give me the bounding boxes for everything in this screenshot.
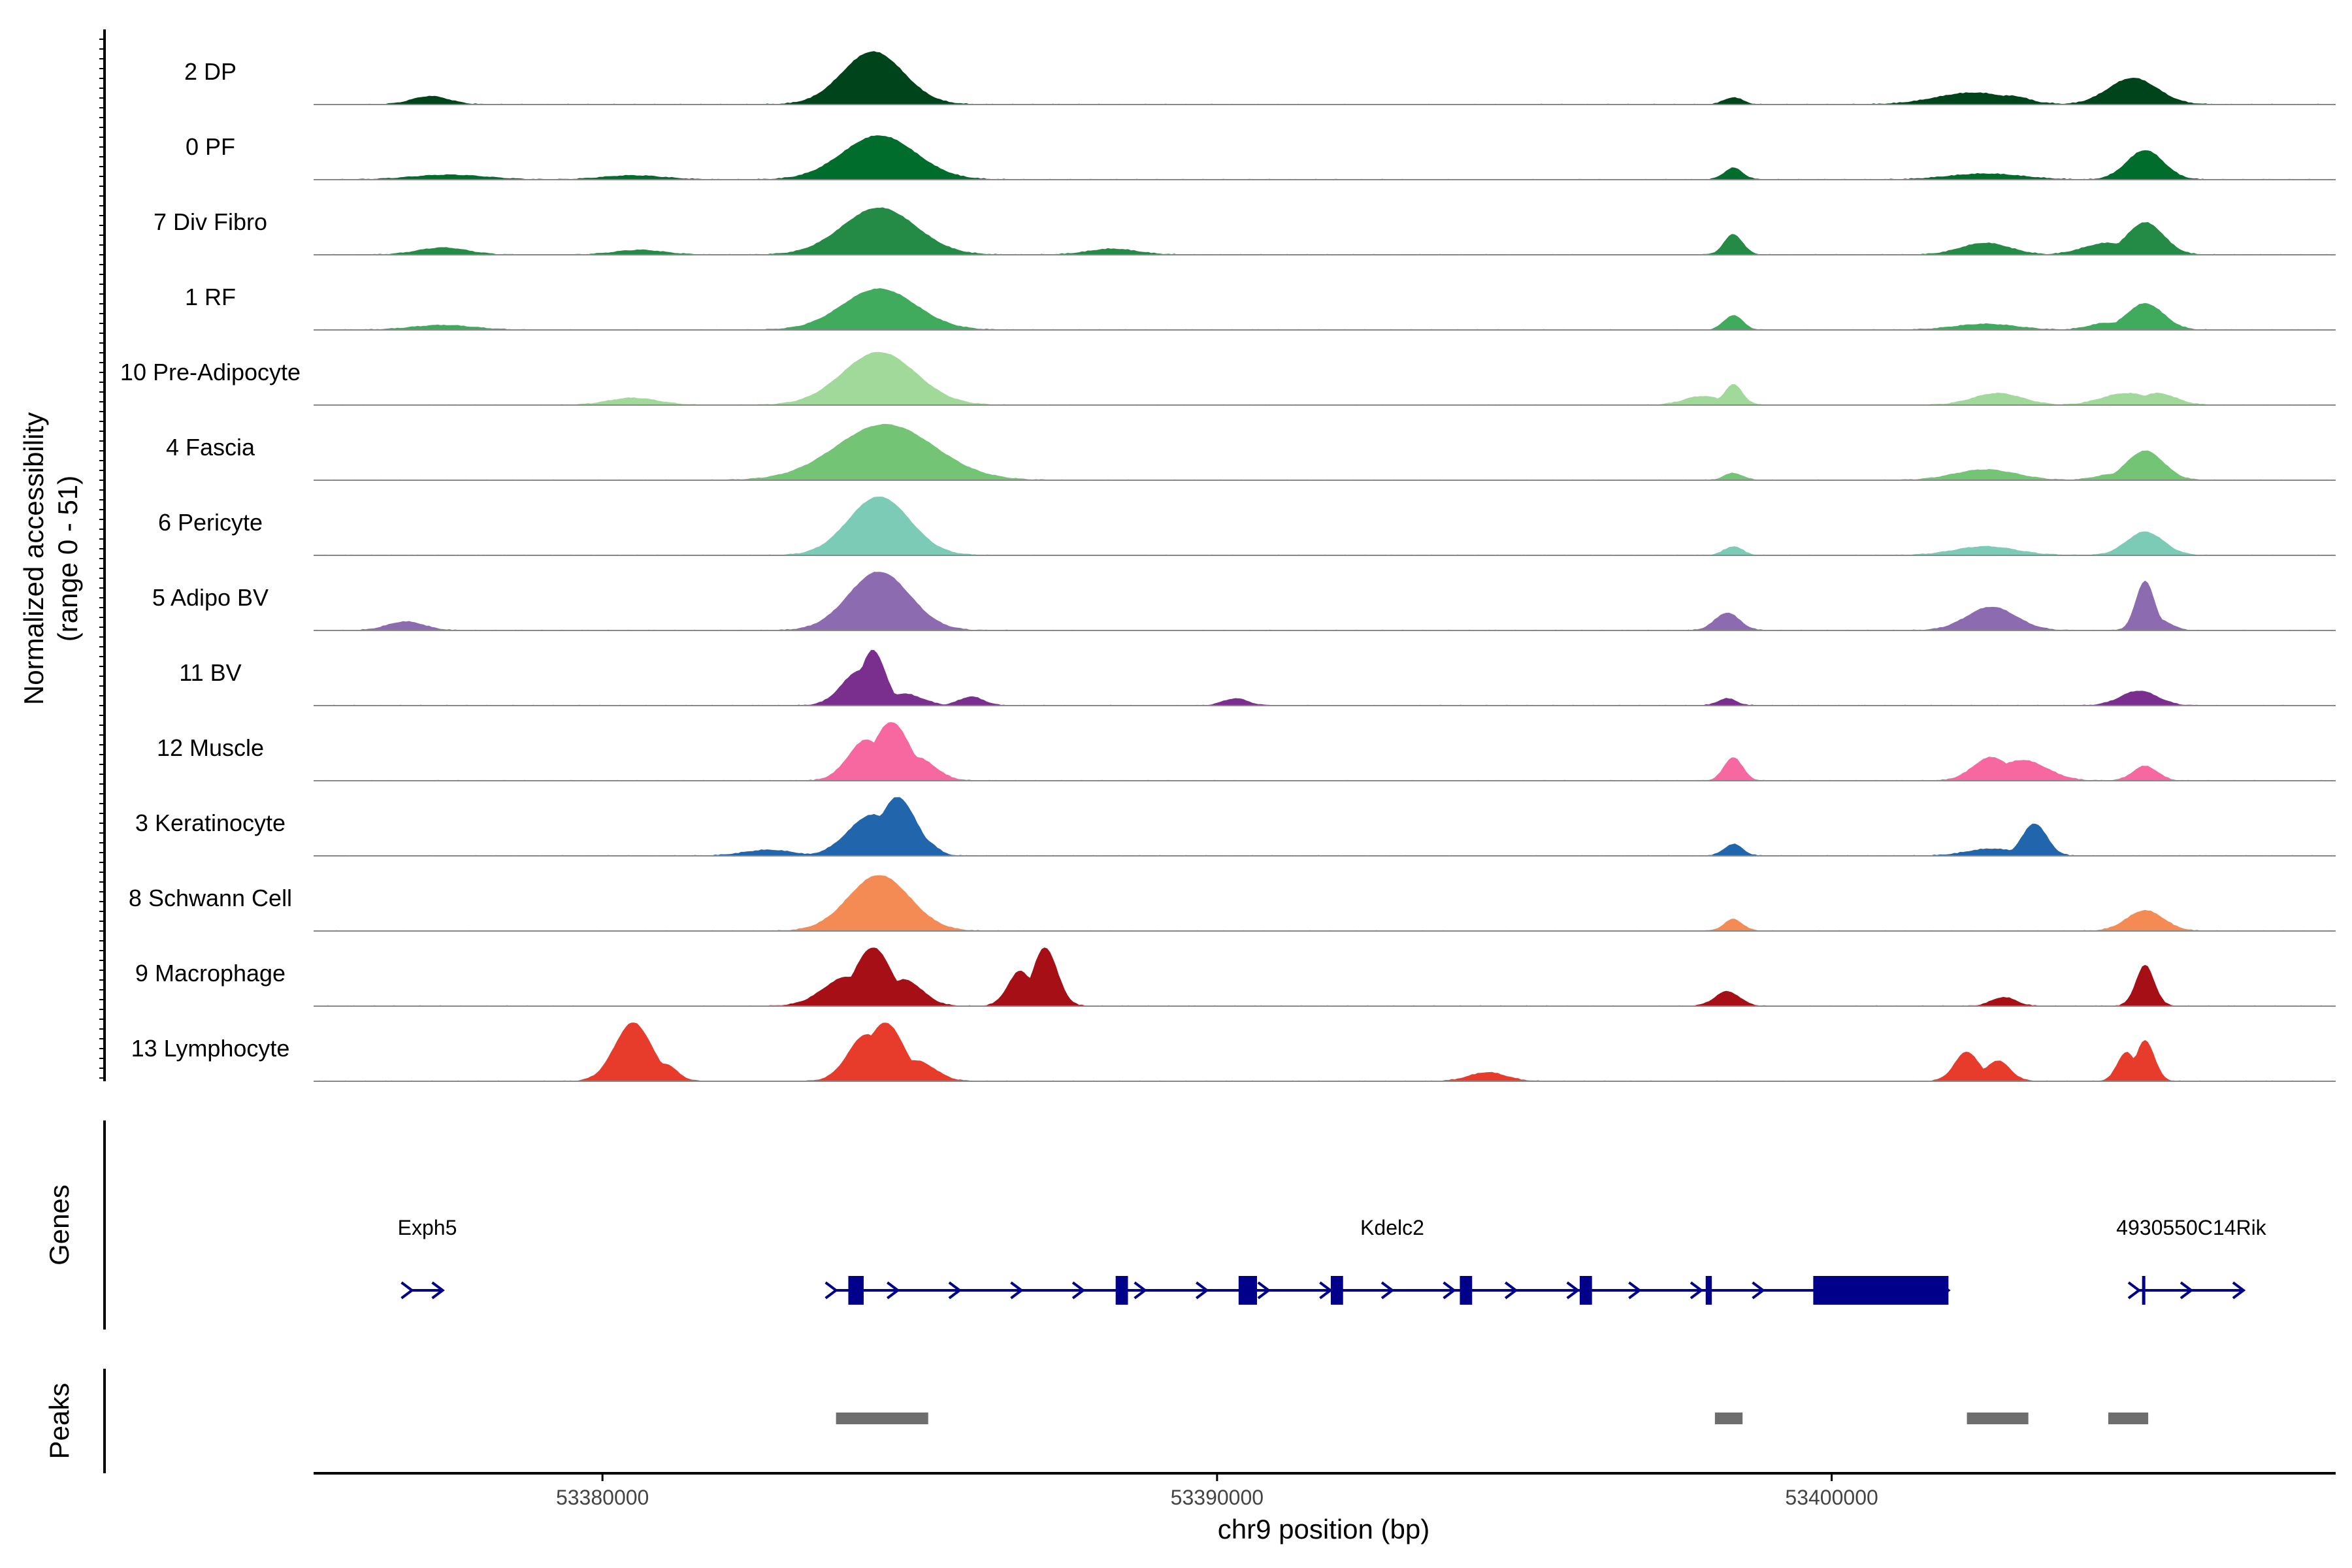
coverage-area [314, 207, 2336, 255]
strand-arrow [1071, 1281, 1086, 1299]
x-axis: 53380000 53390000 53400000 [314, 1472, 2336, 1509]
track-label: 10 Pre-Adipocyte [120, 359, 301, 385]
coverage-track: 2 DP [184, 51, 2336, 105]
peaks-track [836, 1413, 2149, 1424]
exon [1705, 1276, 1712, 1305]
coverage-track: 12 Muscle [157, 722, 2336, 781]
gene: Kdelc2 [825, 1216, 1951, 1305]
gene: Exph5 [398, 1216, 457, 1299]
track-label: 6 Pericyte [158, 509, 263, 536]
coverage-area [314, 947, 2336, 1006]
coverage-area [314, 875, 2336, 931]
coverage-area [314, 135, 2336, 180]
x-tick-label: 53400000 [1785, 1486, 1878, 1509]
strand-arrow [2180, 1281, 2194, 1299]
strand-arrow [948, 1281, 962, 1299]
track-label: 1 RF [185, 284, 236, 310]
strand-arrow [1566, 1281, 1580, 1299]
coverage-track: 13 Lymphocyte [131, 1022, 2336, 1082]
track-label: 9 Macrophage [135, 960, 286, 987]
strand-arrow [1690, 1281, 1704, 1299]
exon [1115, 1276, 1128, 1305]
coverage-track: 8 Schwann Cell [129, 875, 2336, 932]
coverage-area [314, 572, 2336, 630]
track-label: 7 Div Fibro [154, 208, 267, 235]
strand-arrow [825, 1281, 838, 1299]
coverage-track: 9 Macrophage [135, 947, 2336, 1007]
coverage-track: 7 Div Fibro [154, 207, 2336, 255]
strand-arrow [887, 1281, 900, 1299]
coverage-track: 4 Fascia [166, 423, 2336, 481]
coverage-area [314, 423, 2336, 480]
track-label: 5 Adipo BV [152, 584, 269, 611]
track-label: 8 Schwann Cell [129, 885, 292, 911]
coverage-track: 0 PF [186, 133, 2336, 180]
strand-arrow [1319, 1281, 1333, 1299]
coverage-track: 1 RF [185, 284, 2336, 331]
coverage-track: 3 Keratinocyte [135, 797, 2336, 857]
coverage-track: 6 Pericyte [158, 497, 2336, 556]
coverage-track: 11 BV [179, 649, 2336, 706]
coverage-tracks: 2 DP 0 PF 7 Div Fibro 1 RF 10 Pre-Adipocyte 4… [120, 51, 2336, 1082]
track-label: 12 Muscle [157, 734, 264, 761]
x-tick-label: 53380000 [556, 1486, 649, 1509]
strand-arrow [1257, 1281, 1271, 1299]
coverage-area [314, 51, 2336, 105]
strand-arrow [1752, 1281, 1765, 1299]
track-label: 11 BV [179, 659, 241, 686]
coverage-area [314, 649, 2336, 706]
strand-arrow [1195, 1281, 1209, 1299]
gene-label: Kdelc2 [1360, 1216, 1424, 1239]
track-label: 3 Keratinocyte [135, 809, 286, 836]
y-axis-range-label: (range 0 - 51) [52, 476, 83, 642]
coverage-area [314, 351, 2336, 405]
genes-track: Exph5 Kdelc2 4930550C14Rik [398, 1216, 2267, 1305]
track-label: 2 DP [184, 58, 237, 85]
gene-label: Exph5 [398, 1216, 457, 1239]
track-label: 13 Lymphocyte [131, 1035, 290, 1062]
gene-label: 4930550C14Rik [2116, 1216, 2267, 1239]
coverage-area [314, 797, 2336, 856]
track-label: 4 Fascia [166, 434, 255, 461]
peaks-track-label: Peaks [44, 1383, 74, 1460]
strand-arrow [1504, 1281, 1518, 1299]
peak-region [836, 1413, 928, 1424]
y-axis [99, 29, 106, 1081]
peak-region [2108, 1413, 2149, 1424]
x-axis-label: chr9 position (bp) [1218, 1514, 1430, 1544]
peak-region [1714, 1413, 1743, 1424]
exon [1460, 1276, 1473, 1305]
exon [848, 1276, 864, 1305]
strand-arrow [2232, 1281, 2246, 1299]
gene: 4930550C14Rik [2116, 1216, 2267, 1305]
coverage-area [314, 497, 2336, 555]
coverage-track: 10 Pre-Adipocyte [120, 351, 2336, 406]
exon [1813, 1276, 1949, 1305]
exon [1579, 1276, 1592, 1305]
strand-arrow [1443, 1281, 1456, 1299]
y-axis-label: Normalized accessibility [18, 412, 49, 705]
strand-arrow [1628, 1281, 1642, 1299]
strand-arrow [1380, 1281, 1395, 1299]
strand-arrow [2127, 1281, 2142, 1299]
coverage-area [314, 288, 2336, 330]
exon [2142, 1276, 2146, 1305]
strand-arrow [400, 1281, 414, 1299]
strand-arrow [431, 1281, 445, 1299]
exon [1330, 1276, 1343, 1305]
genes-track-label: Genes [44, 1184, 74, 1266]
coverage-track: 5 Adipo BV [152, 572, 2336, 631]
coverage-area [314, 722, 2336, 781]
peak-region [1967, 1413, 2029, 1424]
strand-arrow [1134, 1281, 1147, 1299]
x-tick-label: 53390000 [1171, 1486, 1264, 1509]
coverage-area [314, 1022, 2336, 1081]
track-label: 0 PF [186, 133, 235, 160]
exon [1238, 1276, 1258, 1305]
strand-arrow [1010, 1281, 1024, 1299]
